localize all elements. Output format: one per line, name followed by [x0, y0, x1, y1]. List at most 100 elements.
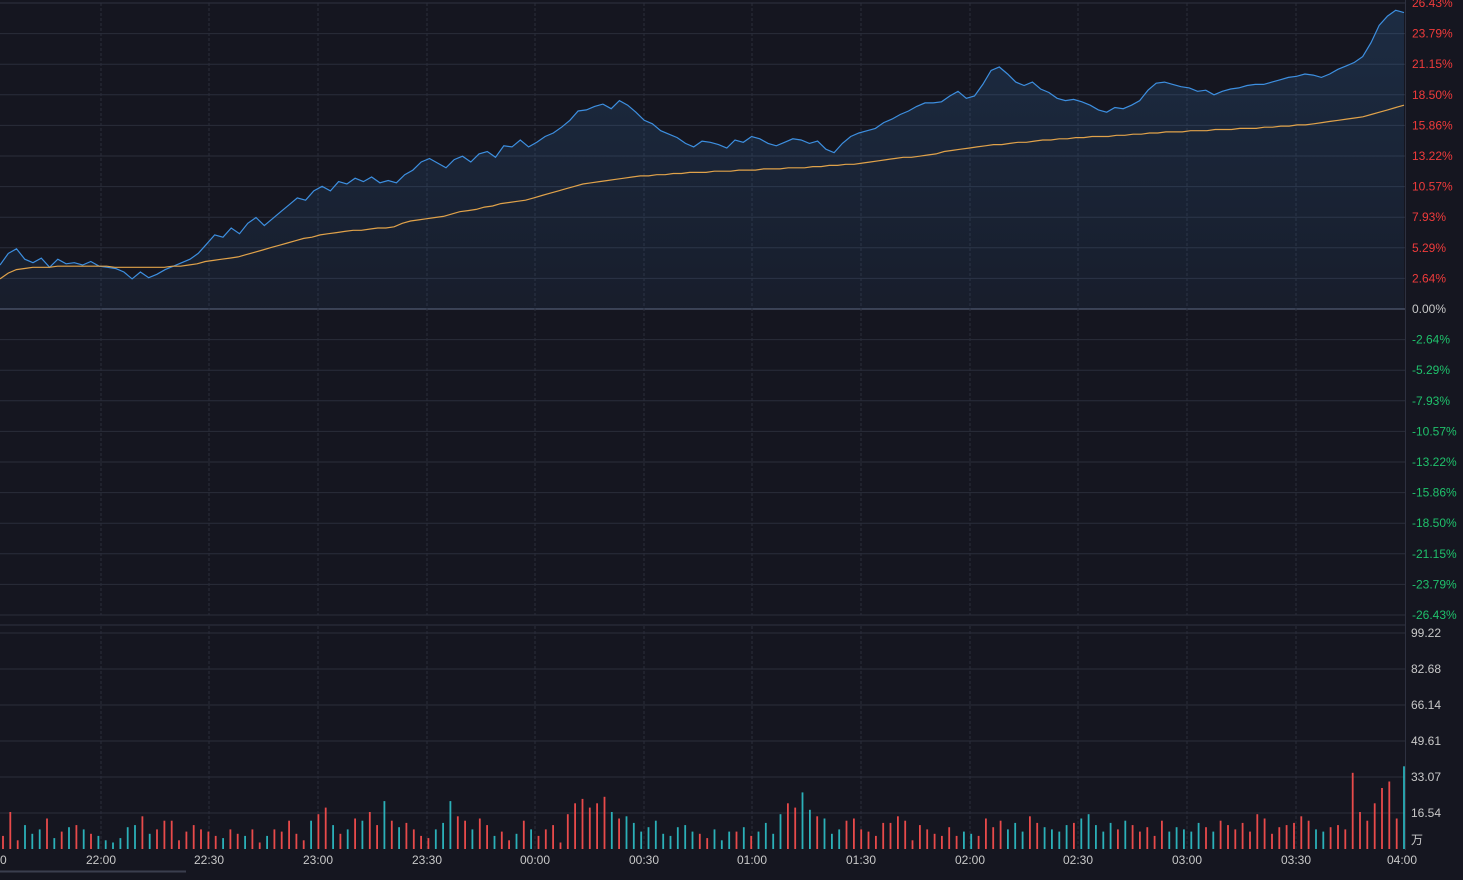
volume-bar: [310, 820, 312, 849]
volume-bar: [581, 798, 584, 849]
y-axis-labels: 26.43% 23.79% 21.15% 18.50% 15.86% 13.22% 10.5…: [1412, 0, 1457, 622]
price-y-label: -7.93%: [1412, 394, 1450, 408]
x-tick-label: 02:30: [1063, 853, 1093, 867]
volume-bar: [478, 818, 481, 849]
volume-bar: [200, 829, 202, 849]
volume-bar: [1212, 831, 1215, 849]
volume-bar: [456, 816, 459, 849]
volume-bar: [332, 825, 334, 849]
volume-bar: [684, 825, 687, 849]
volume-bar: [324, 807, 327, 849]
volume-bar: [1131, 825, 1134, 849]
volume-bar: [442, 822, 444, 849]
volume-bar: [1337, 825, 1339, 849]
volume-bar: [390, 820, 393, 849]
x-tick-label: 01:30: [846, 853, 876, 867]
volume-y-label: 66.14: [1411, 698, 1441, 712]
volume-bar: [434, 829, 437, 849]
volume-bar: [904, 820, 907, 849]
volume-unit-label: 万: [1411, 833, 1423, 847]
volume-bar: [1322, 831, 1325, 849]
volume-bar: [302, 840, 305, 849]
volume-bar: [244, 835, 246, 849]
volume-bar: [163, 820, 166, 849]
volume-bar: [156, 829, 158, 849]
volume-bar: [273, 829, 276, 849]
volume-bar: [911, 840, 914, 849]
volume-bar: [559, 842, 562, 849]
volume-bar: [236, 833, 239, 849]
volume-bar: [1095, 825, 1097, 849]
volume-bar: [1175, 827, 1178, 849]
volume-y-label: 49.61: [1411, 734, 1441, 748]
volume-bar: [1161, 820, 1163, 849]
volume-bar: [632, 822, 635, 849]
volume-bar: [317, 814, 320, 849]
volume-bar: [603, 796, 606, 849]
volume-bar: [706, 838, 709, 849]
price-y-label: -21.15%: [1412, 547, 1457, 561]
volume-bar: [588, 807, 591, 849]
x-tick-label: 23:00: [303, 853, 333, 867]
volume-bar: [75, 825, 78, 849]
volume-bar: [486, 825, 488, 849]
price-area: [0, 10, 1404, 310]
volume-bar: [1087, 814, 1090, 849]
volume-bar: [266, 835, 268, 849]
volume-bar: [178, 840, 180, 849]
volume-bar: [515, 833, 518, 849]
volume-bar: [24, 825, 26, 849]
price-y-label: 0.00%: [1412, 302, 1446, 316]
volume-bar: [1124, 820, 1127, 849]
volume-bar: [1036, 822, 1039, 849]
volume-bar: [757, 831, 760, 849]
volume-bar: [764, 822, 767, 849]
volume-bar: [992, 827, 995, 849]
volume-bar: [926, 829, 929, 849]
volume-bar: [544, 829, 547, 849]
x-tick-label: 00:30: [629, 853, 659, 867]
price-y-label: 2.64%: [1412, 271, 1446, 285]
volume-bar: [361, 820, 364, 849]
volume-bar: [97, 835, 100, 849]
volume-bar: [1293, 822, 1295, 849]
volume-y-label: 99.22: [1411, 626, 1441, 640]
volume-bar: [1278, 827, 1281, 849]
x-tick-label: 03:00: [1172, 853, 1202, 867]
price-y-label: -10.57%: [1412, 424, 1457, 438]
volume-bar: [1014, 822, 1017, 849]
volume-bar: [537, 835, 540, 849]
volume-bar: [339, 833, 342, 849]
volume-bar: [596, 803, 598, 849]
volume-bar: [412, 829, 415, 849]
volume-bar: [522, 820, 525, 849]
volume-bar: [185, 831, 188, 849]
volume-bar: [882, 822, 885, 849]
volume-bar: [977, 835, 980, 849]
volume-bar: [1373, 803, 1376, 849]
volume-bar: [1249, 831, 1251, 849]
volume-bar: [1043, 827, 1046, 849]
volume-bar: [90, 833, 92, 849]
x-tick-label: 04:00: [1387, 853, 1417, 867]
volume-bar: [860, 829, 863, 849]
volume-bar: [794, 807, 797, 849]
volume-bar: [1329, 827, 1332, 849]
volume-bar: [963, 831, 965, 849]
volume-bar: [618, 818, 620, 849]
volume-bar: [713, 829, 716, 849]
x-tick-label: 00:00: [520, 853, 550, 867]
volume-bar: [970, 833, 973, 849]
volume-bar: [720, 840, 723, 849]
volume-bar: [383, 801, 386, 849]
line-layer: [0, 9, 1405, 280]
volume-bar: [1065, 825, 1068, 849]
price-y-label: -26.43%: [1412, 608, 1457, 622]
volume-bar: [141, 816, 144, 849]
volume-bar: [823, 818, 826, 849]
volume-bar: [112, 842, 114, 849]
volume-bar: [1395, 818, 1398, 849]
volume-bar: [1315, 829, 1317, 849]
volume-bar: [816, 816, 819, 849]
